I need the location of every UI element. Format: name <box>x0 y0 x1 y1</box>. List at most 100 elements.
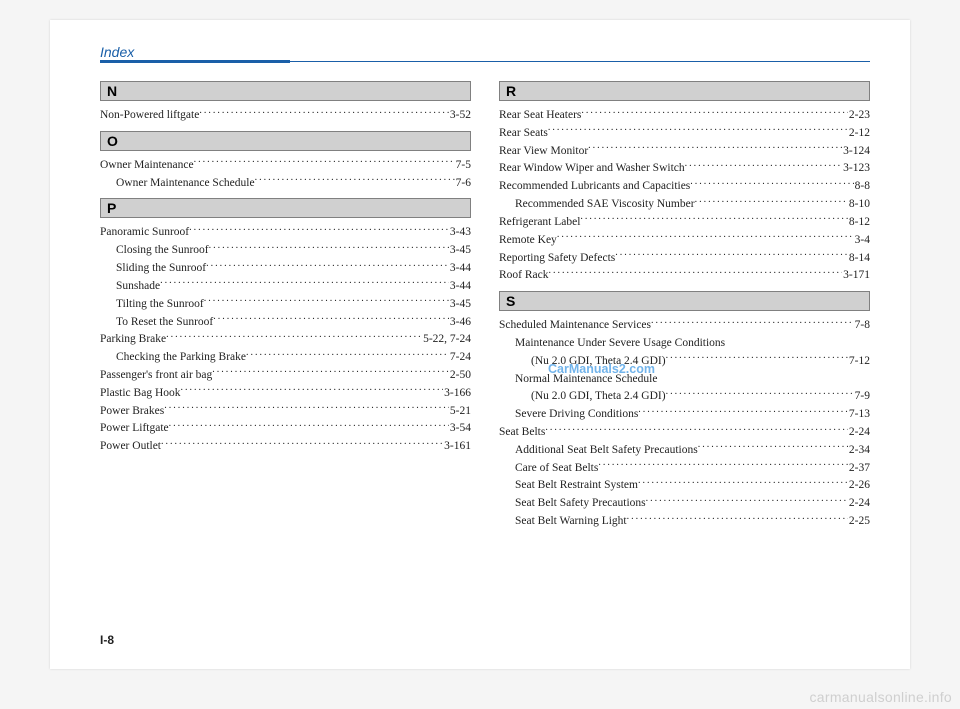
entry-dots <box>161 439 443 449</box>
entry-label: Rear View Monitor <box>499 143 588 161</box>
index-entry: Care of Seat Belts2-37 <box>499 460 870 478</box>
entry-label: Refrigerant Label <box>499 214 580 232</box>
entry-dots <box>189 225 449 235</box>
entry-label: Non-Powered liftgate <box>100 107 199 125</box>
entry-dots <box>651 318 854 328</box>
entry-label: Maintenance Under Severe Usage Condition… <box>515 335 725 353</box>
index-entry: Power Brakes 5-21 <box>100 403 471 421</box>
section-letter: S <box>499 291 870 311</box>
index-entry: Owner Maintenance Schedule7-6 <box>100 175 471 193</box>
entry-page: 8-10 <box>848 196 870 214</box>
entry-dots <box>206 261 449 271</box>
index-entry: Power Outlet3-161 <box>100 438 471 456</box>
entry-dots <box>638 407 848 417</box>
index-entry: Passenger's front air bag2-50 <box>100 367 471 385</box>
entry-dots <box>169 421 449 431</box>
entry-page: 7-8 <box>854 317 870 335</box>
entry-dots <box>166 332 422 342</box>
entry-page: 2-24 <box>848 424 870 442</box>
entry-dots <box>695 197 848 207</box>
index-entry: Power Liftgate 3-54 <box>100 420 471 438</box>
entry-page: 2-37 <box>848 460 870 478</box>
entry-page: 3-171 <box>842 267 870 285</box>
entry-label: Recommended Lubricants and Capacities <box>499 178 690 196</box>
entry-dots <box>212 368 449 378</box>
entry-page: 2-50 <box>449 367 471 385</box>
index-entry: Additional Seat Belt Safety Precautions2… <box>499 442 870 460</box>
entry-dots <box>588 144 842 154</box>
entry-label: Tilting the Sunroof <box>116 296 204 314</box>
index-entry: Remote Key3-4 <box>499 232 870 250</box>
index-entry: Sunshade3-44 <box>100 278 471 296</box>
entry-label: Seat Belt Safety Precautions <box>515 495 646 513</box>
entry-label: Recommended SAE Viscosity Number <box>515 196 695 214</box>
entry-page: 7-6 <box>455 175 471 193</box>
entry-page: 3-52 <box>449 107 471 125</box>
entry-page: 8-8 <box>854 178 870 196</box>
entry-label: Scheduled Maintenance Services <box>499 317 651 335</box>
section-letter: N <box>100 81 471 101</box>
index-entry: Seat Belts2-24 <box>499 424 870 442</box>
entry-label: Roof Rack <box>499 267 549 285</box>
manual-page: Index NNon-Powered liftgate3-52OOwner Ma… <box>50 20 910 669</box>
entry-dots <box>580 215 847 225</box>
entry-dots <box>199 108 449 118</box>
index-entry: Rear Seats 2-12 <box>499 125 870 143</box>
entry-page: 3-43 <box>449 224 471 242</box>
index-entry: Refrigerant Label8-12 <box>499 214 870 232</box>
entry-page: 3-124 <box>842 143 870 161</box>
entry-page: 5-21 <box>449 403 471 421</box>
entry-page: 7-24 <box>449 349 471 367</box>
entry-page: 3-44 <box>449 260 471 278</box>
index-entry: Seat Belt Safety Precautions2-24 <box>499 495 870 513</box>
entry-dots <box>209 243 449 253</box>
entry-label: Power Outlet <box>100 438 161 456</box>
entry-page: 3-54 <box>449 420 471 438</box>
header-rule <box>100 60 870 63</box>
page-header: Index <box>100 44 870 63</box>
entry-dots <box>545 425 848 435</box>
entry-page: 5-22, 7-24 <box>422 331 471 349</box>
entry-page: 7-9 <box>854 388 870 406</box>
entry-page: 7-5 <box>455 157 471 175</box>
section-letter: R <box>499 81 870 101</box>
index-columns: NNon-Powered liftgate3-52OOwner Maintena… <box>100 75 870 531</box>
index-column-right: RRear Seat Heaters2-23Rear Seats2-12Rear… <box>499 75 870 531</box>
entry-dots <box>698 443 848 453</box>
entry-dots <box>181 386 444 396</box>
entry-page: 2-25 <box>848 513 870 531</box>
index-entry: Rear Seat Heaters2-23 <box>499 107 870 125</box>
entry-label: Checking the Parking Brake <box>116 349 246 367</box>
index-entry: Sliding the Sunroof3-44 <box>100 260 471 278</box>
entry-dots <box>627 514 848 524</box>
index-entry: Severe Driving Conditions7-13 <box>499 406 870 424</box>
entry-label: Reporting Safety Defects <box>499 250 615 268</box>
entry-label: Rear Window Wiper and Washer Switch <box>499 160 685 178</box>
entry-dots <box>246 350 449 360</box>
index-entry: Reporting Safety Defects8-14 <box>499 250 870 268</box>
entry-page: 2-12 <box>848 125 870 143</box>
entry-label: Owner Maintenance <box>100 157 194 175</box>
entry-dots <box>255 176 455 186</box>
entry-label: Power Liftgate <box>100 420 169 438</box>
entry-label: Closing the Sunroof <box>116 242 209 260</box>
entry-page: 3-4 <box>854 232 870 250</box>
entry-dots <box>646 496 848 506</box>
index-column-left: NNon-Powered liftgate3-52OOwner Maintena… <box>100 75 471 531</box>
entry-dots <box>194 158 455 168</box>
entry-dots <box>685 161 843 171</box>
watermark-footer: carmanualsonline.info <box>810 689 953 705</box>
entry-dots <box>204 297 449 307</box>
rule-thin <box>290 61 870 62</box>
entry-dots <box>164 404 449 414</box>
entry-dots <box>213 315 449 325</box>
entry-label: Power Brakes <box>100 403 164 421</box>
index-entry: Seat Belt Warning Light2-25 <box>499 513 870 531</box>
entry-label: Rear Seats <box>499 125 548 143</box>
entry-dots <box>548 126 848 136</box>
index-entry: Plastic Bag Hook3-166 <box>100 385 471 403</box>
entry-label: Seat Belt Restraint System <box>515 477 638 495</box>
entry-dots <box>615 251 848 261</box>
entry-dots <box>638 478 848 488</box>
entry-page: 2-34 <box>848 442 870 460</box>
